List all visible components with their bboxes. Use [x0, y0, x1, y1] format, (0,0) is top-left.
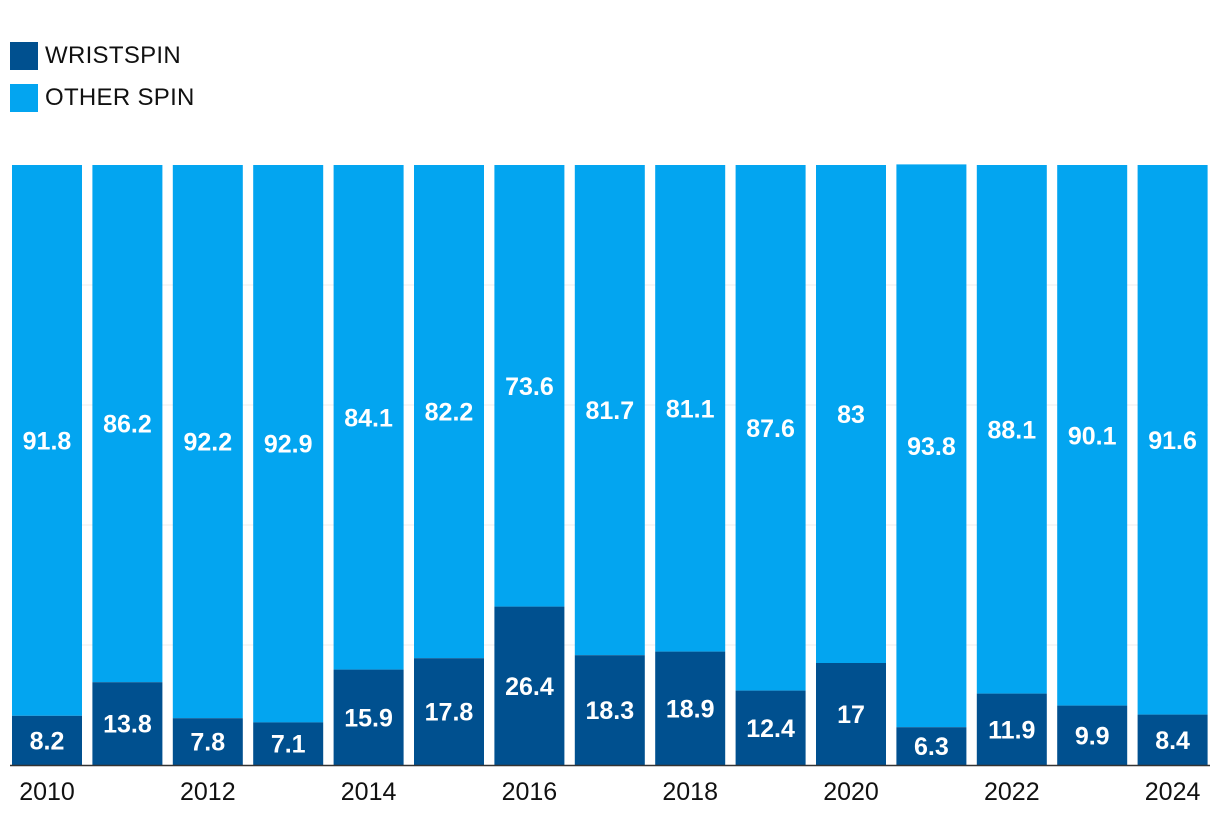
label-other-spin-2012: 92.2	[183, 429, 232, 457]
label-other-spin-2022: 88.1	[987, 416, 1036, 444]
bar-other-spin-2023	[1057, 165, 1128, 706]
bar-wristspin-2022	[976, 693, 1047, 765]
label-wristspin-2012: 7.8	[190, 729, 225, 757]
bar-other-spin-2011	[92, 165, 163, 683]
label-other-spin-2017: 81.7	[585, 397, 634, 425]
bar-wristspin-2020	[816, 663, 886, 765]
bar-wristspin-2016	[494, 606, 565, 765]
label-other-spin-2021: 93.8	[907, 433, 956, 461]
bar-other-spin-2022	[976, 165, 1047, 694]
label-other-spin-2011: 86.2	[103, 411, 152, 439]
label-other-spin-2018: 81.1	[666, 395, 715, 423]
label-other-spin-2023: 90.1	[1068, 422, 1117, 450]
legend-label-wristspin: WRISTSPIN	[45, 42, 182, 69]
bar-other-spin-2015	[414, 165, 484, 659]
legend-label-other-spin: OTHER SPIN	[45, 84, 195, 111]
bar-wristspin-2021	[896, 727, 967, 765]
x-tick-2018: 2018	[662, 778, 718, 806]
bar-other-spin-2014	[333, 165, 404, 670]
label-wristspin-2017: 18.3	[585, 697, 634, 725]
label-wristspin-2019: 12.4	[746, 715, 795, 743]
label-other-spin-2016: 73.6	[505, 373, 554, 401]
x-tick-2010: 2010	[19, 778, 75, 806]
label-other-spin-2024: 91.6	[1148, 427, 1197, 455]
bar-wristspin-2013	[253, 722, 324, 765]
bar-wristspin-2018	[655, 651, 726, 765]
bar-other-spin-2020	[816, 165, 886, 663]
x-tick-2014: 2014	[341, 778, 397, 806]
bar-wristspin-2015	[414, 658, 484, 765]
label-other-spin-2020: 83	[837, 401, 865, 429]
label-wristspin-2015: 17.8	[425, 699, 474, 727]
label-wristspin-2014: 15.9	[344, 704, 393, 732]
legend-item-other-spin: OTHER SPIN	[10, 84, 195, 112]
bar-other-spin-2013	[253, 165, 324, 723]
bar-wristspin-2023	[1057, 705, 1128, 765]
x-tick-2024: 2024	[1145, 778, 1201, 806]
bar-wristspin-2014	[333, 669, 404, 765]
bar-wristspin-2019	[735, 690, 806, 765]
label-wristspin-2024: 8.4	[1155, 727, 1190, 755]
x-tick-2020: 2020	[823, 778, 879, 806]
bar-wristspin-2024	[1137, 714, 1208, 765]
bar-wristspin-2011	[92, 682, 163, 765]
label-wristspin-2021: 6.3	[914, 733, 949, 761]
bar-other-spin-2018	[655, 165, 726, 652]
bar-other-spin-2012	[172, 165, 243, 719]
legend-item-wristspin: WRISTSPIN	[10, 42, 195, 70]
label-wristspin-2022: 11.9	[988, 716, 1035, 744]
bar-other-spin-2010	[12, 165, 82, 716]
label-wristspin-2016: 26.4	[505, 673, 554, 701]
label-wristspin-2023: 9.9	[1075, 722, 1110, 750]
x-tick-2012: 2012	[180, 778, 236, 806]
bar-other-spin-2017	[574, 165, 645, 656]
x-tick-2016: 2016	[502, 778, 558, 806]
legend: WRISTSPIN OTHER SPIN	[10, 42, 195, 126]
label-wristspin-2018: 18.9	[666, 695, 715, 723]
bar-other-spin-2019	[735, 165, 806, 691]
x-tick-2022: 2022	[984, 778, 1040, 806]
bar-wristspin-2017	[574, 655, 645, 765]
bar-wristspin-2012	[172, 718, 243, 765]
label-wristspin-2013: 7.1	[271, 731, 306, 759]
legend-swatch-other-spin	[10, 84, 38, 112]
label-other-spin-2014: 84.1	[344, 404, 393, 432]
bar-other-spin-2021	[896, 164, 967, 728]
label-wristspin-2020: 17	[837, 701, 865, 729]
label-wristspin-2010: 8.2	[30, 727, 65, 755]
label-other-spin-2015: 82.2	[425, 399, 474, 427]
label-wristspin-2011: 13.8	[103, 711, 152, 739]
label-other-spin-2010: 91.8	[23, 427, 72, 455]
legend-swatch-wristspin	[10, 42, 38, 70]
bar-wristspin-2010	[12, 715, 82, 765]
label-other-spin-2019: 87.6	[746, 415, 795, 443]
bar-other-spin-2024	[1137, 165, 1208, 715]
label-other-spin-2013: 92.9	[264, 431, 313, 459]
bar-other-spin-2016	[494, 165, 565, 607]
